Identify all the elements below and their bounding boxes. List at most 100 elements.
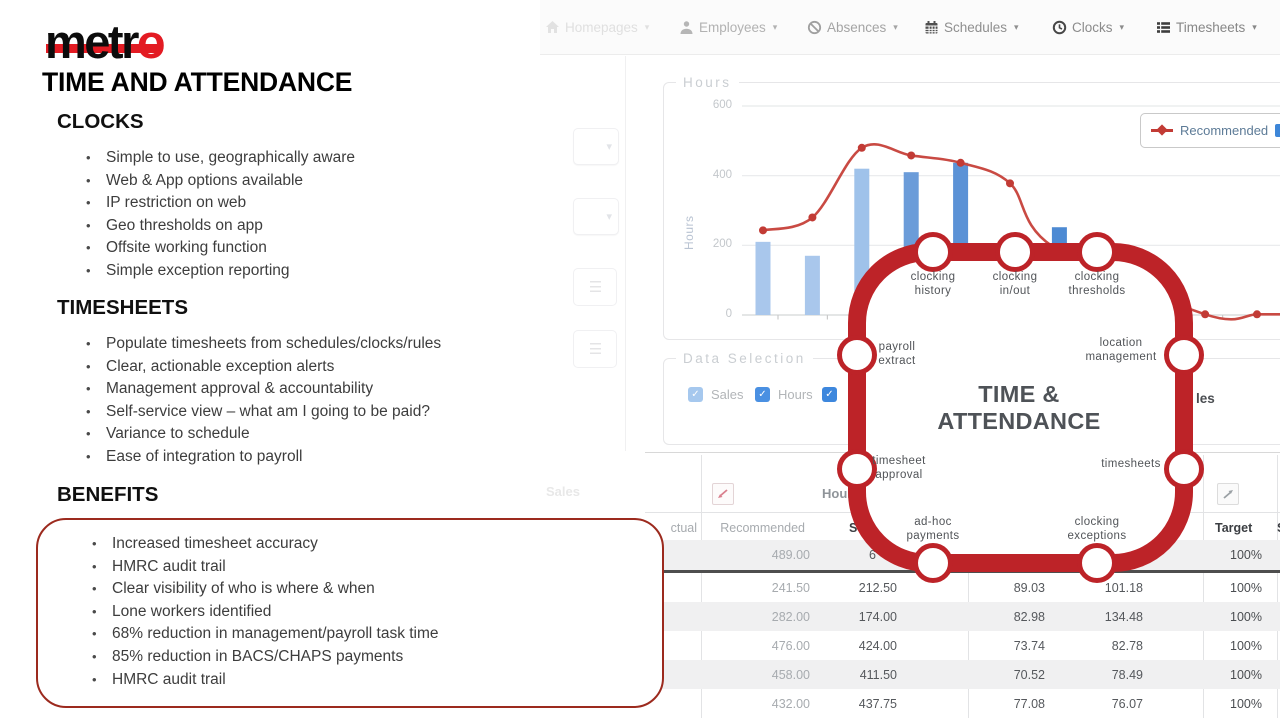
table-cell[interactable]: 82.98 bbox=[1013, 610, 1045, 624]
bullet-item: • Increased timesheet accuracy bbox=[92, 533, 439, 556]
bullet-item: • HMRC audit trail bbox=[92, 556, 439, 579]
bullet-item: • IP restriction on web bbox=[86, 192, 355, 215]
ghost-calendar-button-2[interactable]: ☰ bbox=[573, 330, 617, 368]
table-cell[interactable]: 476.00 bbox=[771, 639, 810, 653]
ghost-dropdown-1[interactable]: ▾ bbox=[573, 128, 619, 165]
nav-item-label: Timesheets bbox=[1176, 19, 1246, 35]
diagram-node-circle-location-management bbox=[1164, 335, 1204, 375]
nav-item-schedules[interactable]: Schedules ▾ bbox=[924, 0, 1019, 54]
bullet-item: • 85% reduction in BACS/CHAPS payments bbox=[92, 646, 439, 669]
partial-label: les bbox=[1196, 391, 1215, 406]
diagram-node-label-location-management: location management bbox=[1085, 337, 1157, 363]
bullet-item: • Variance to schedule bbox=[86, 423, 441, 446]
table-column-border bbox=[968, 455, 969, 718]
bar-2 bbox=[804, 255, 820, 315]
nav-item-label: Schedules bbox=[944, 19, 1008, 35]
table-cell[interactable]: 437.75 bbox=[858, 697, 897, 711]
table-cell[interactable]: 100% bbox=[1230, 610, 1262, 624]
home-icon bbox=[546, 20, 559, 33]
no-entry-icon bbox=[807, 20, 822, 34]
bullet-dot: • bbox=[86, 358, 91, 374]
line-point bbox=[1201, 310, 1210, 319]
table-cell[interactable]: 82.78 bbox=[1111, 639, 1143, 653]
nav-item-timesheets[interactable]: Timesheets ▾ bbox=[1156, 0, 1257, 54]
benefits-bullet-list: • Increased timesheet accuracy • HMRC audit… bbox=[92, 533, 439, 691]
table-cell[interactable]: 100% bbox=[1230, 548, 1262, 562]
nav-item-clocks[interactable]: Clocks ▾ bbox=[1052, 0, 1124, 54]
bullet-dot: • bbox=[92, 626, 97, 642]
bullet-text: Lone workers identified bbox=[112, 602, 272, 620]
table-cell[interactable]: 100% bbox=[1230, 639, 1262, 653]
section-heading-benefits: BENEFITS bbox=[57, 483, 159, 506]
table-cell[interactable]: 78.49 bbox=[1111, 668, 1143, 682]
bullet-dot: • bbox=[86, 217, 91, 233]
table-cell[interactable]: 101.18 bbox=[1104, 581, 1143, 595]
chevron-down-icon: ▾ bbox=[606, 211, 612, 223]
bullet-item: • HMRC audit trail bbox=[92, 669, 439, 692]
chevron-down-icon: ▾ bbox=[1014, 21, 1019, 32]
table-cell[interactable]: 134.48 bbox=[1104, 610, 1143, 624]
checkbox-unlabeled[interactable]: ✓ bbox=[822, 387, 837, 402]
table-cell[interactable]: 100% bbox=[1230, 668, 1262, 682]
table-cell[interactable]: 458.00 bbox=[771, 668, 810, 682]
table-cell[interactable]: 424.00 bbox=[858, 639, 897, 653]
y-tick-label: 400 bbox=[712, 168, 732, 181]
nav-item-label: Absences bbox=[827, 19, 887, 35]
table-cell[interactable]: 432.00 bbox=[771, 697, 810, 711]
bullet-item: • Simple exception reporting bbox=[86, 260, 355, 283]
diagram-node-label-ad-hoc-payments: ad-hoc payments bbox=[906, 516, 960, 542]
table-cell[interactable]: 89.03 bbox=[1013, 581, 1045, 595]
diagram-center-title: TIME & ATTENDANCE bbox=[937, 381, 1100, 435]
bullet-text: Self-service view – what am I going to b… bbox=[106, 402, 430, 420]
table-cell[interactable]: 282.00 bbox=[771, 610, 810, 624]
bullet-text: 68% reduction in management/payroll task… bbox=[112, 625, 439, 643]
diagram-node-label-timesheets: timesheets bbox=[1101, 458, 1161, 470]
table-cell[interactable]: 100% bbox=[1230, 697, 1262, 711]
table-cell[interactable]: 73.74 bbox=[1013, 639, 1045, 653]
table-cell[interactable]: 489.00 bbox=[771, 548, 810, 562]
section-heading-clocks: CLOCKS bbox=[57, 110, 144, 133]
metro-logo: metro bbox=[45, 14, 166, 69]
ghost-dropdown-2[interactable]: ▾ bbox=[573, 198, 619, 235]
nav-item-absences[interactable]: Absences ▾ bbox=[807, 0, 898, 54]
table-cell[interactable]: 411.50 bbox=[859, 668, 897, 682]
line-point bbox=[907, 151, 916, 160]
nav-item-label: Homepages bbox=[565, 19, 638, 35]
table-cell[interactable]: 174.00 bbox=[858, 610, 897, 624]
checkbox-hours[interactable]: ✓ bbox=[755, 387, 770, 402]
table-cell[interactable]: 77.08 bbox=[1013, 697, 1045, 711]
ghost-calendar-button-1[interactable]: ☰ bbox=[573, 268, 617, 306]
slide-title: TIME AND ATTENDANCE bbox=[42, 67, 353, 97]
nav-item-employees[interactable]: Employees ▾ bbox=[679, 0, 777, 54]
chevron-down-icon: ▾ bbox=[644, 21, 650, 32]
diagram-node-label-clocking-inout: clocking in/out bbox=[992, 271, 1038, 297]
table-cell[interactable]: 70.52 bbox=[1013, 668, 1045, 682]
clock-icon bbox=[1052, 20, 1067, 34]
bullet-dot: • bbox=[92, 603, 97, 619]
nav-item-label: Employees bbox=[699, 19, 766, 35]
bullet-text: Increased timesheet accuracy bbox=[112, 535, 318, 552]
bullet-dot: • bbox=[92, 558, 97, 574]
bullet-text: Clear, actionable exception alerts bbox=[106, 357, 335, 375]
diagram-node-circle-clocking-thresholds bbox=[1077, 232, 1117, 272]
y-tick-label: 0 bbox=[725, 308, 732, 320]
checkbox-sales[interactable]: ✓ bbox=[688, 387, 703, 402]
table-cell[interactable]: 100% bbox=[1230, 581, 1262, 595]
nav-item-homepages[interactable]: Homepages ▾ bbox=[545, 0, 649, 54]
table-cell[interactable]: 212.50 bbox=[858, 581, 897, 595]
bullet-dot: • bbox=[86, 448, 91, 464]
column-header[interactable]: Target bbox=[1215, 521, 1253, 535]
line-point bbox=[1006, 179, 1014, 188]
column-header[interactable]: ctual bbox=[670, 521, 697, 535]
table-cell[interactable]: 241.50 bbox=[771, 581, 810, 595]
diagram-node-circle-clocking-exceptions bbox=[1077, 543, 1117, 583]
table-cell[interactable]: 76.07 bbox=[1111, 697, 1143, 711]
bullet-dot: • bbox=[86, 336, 91, 351]
column-header[interactable]: S bbox=[1277, 521, 1280, 535]
bullet-text: Populate timesheets from schedules/clock… bbox=[106, 335, 442, 352]
diagram-node-circle-timesheets bbox=[1164, 449, 1204, 489]
diagram-node-label-clocking-thresholds: clocking thresholds bbox=[1068, 271, 1126, 297]
column-header[interactable]: Recommended bbox=[720, 521, 805, 535]
bullet-dot: • bbox=[86, 262, 91, 278]
